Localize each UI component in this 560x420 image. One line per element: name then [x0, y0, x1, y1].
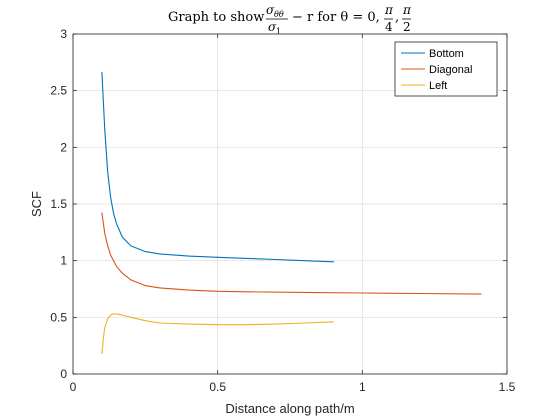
- x-axis-label: Distance along path/m: [225, 401, 354, 416]
- legend-label-left: Left: [429, 80, 447, 92]
- title-numerator: σ: [266, 3, 275, 17]
- y-tick-label: 1: [60, 254, 67, 268]
- legend: Bottom Diagonal Left: [394, 41, 498, 97]
- y-tick-label: 0: [60, 367, 67, 381]
- title-denominator-sub: 1: [276, 27, 281, 36]
- series-lines: [101, 71, 482, 355]
- x-tick-label: 0: [70, 380, 77, 394]
- x-tick-label: 0.5: [209, 380, 226, 394]
- legend-label-bottom: Bottom: [429, 48, 464, 60]
- title-prefix: Graph to show: [168, 10, 264, 25]
- title-middle: − r for θ = 0,: [292, 10, 380, 25]
- series-line-left: [101, 313, 334, 355]
- y-tick-label: 0.5: [50, 310, 67, 324]
- x-tick-label: 1: [359, 380, 366, 394]
- title-separator: ,: [395, 10, 399, 25]
- legend-label-diagonal: Diagonal: [429, 64, 472, 76]
- series-line-bottom: [101, 71, 334, 263]
- axis-ticks: 0 0.5 1 1.5 0 0.5 1 1.5 2 2.5 3: [50, 27, 515, 394]
- title-frac3-num: π: [402, 3, 412, 17]
- title-frac3-den: 2: [403, 20, 411, 34]
- y-tick-label: 3: [60, 27, 67, 41]
- title-denominator: σ: [268, 20, 277, 34]
- title-frac2-den: 4: [385, 20, 393, 34]
- title-frac2-num: π: [384, 3, 394, 17]
- x-tick-label: 1.5: [499, 380, 516, 394]
- y-tick-label: 2.5: [50, 84, 67, 98]
- chart-title: Graph to show σ θθ σ 1 − r for θ = 0, π …: [168, 3, 412, 36]
- y-tick-label: 2: [60, 140, 67, 154]
- y-axis-label: SCF: [29, 191, 44, 217]
- title-numerator-sub: θθ: [274, 10, 284, 19]
- y-tick-label: 1.5: [50, 197, 67, 211]
- series-line-diagonal: [101, 212, 482, 295]
